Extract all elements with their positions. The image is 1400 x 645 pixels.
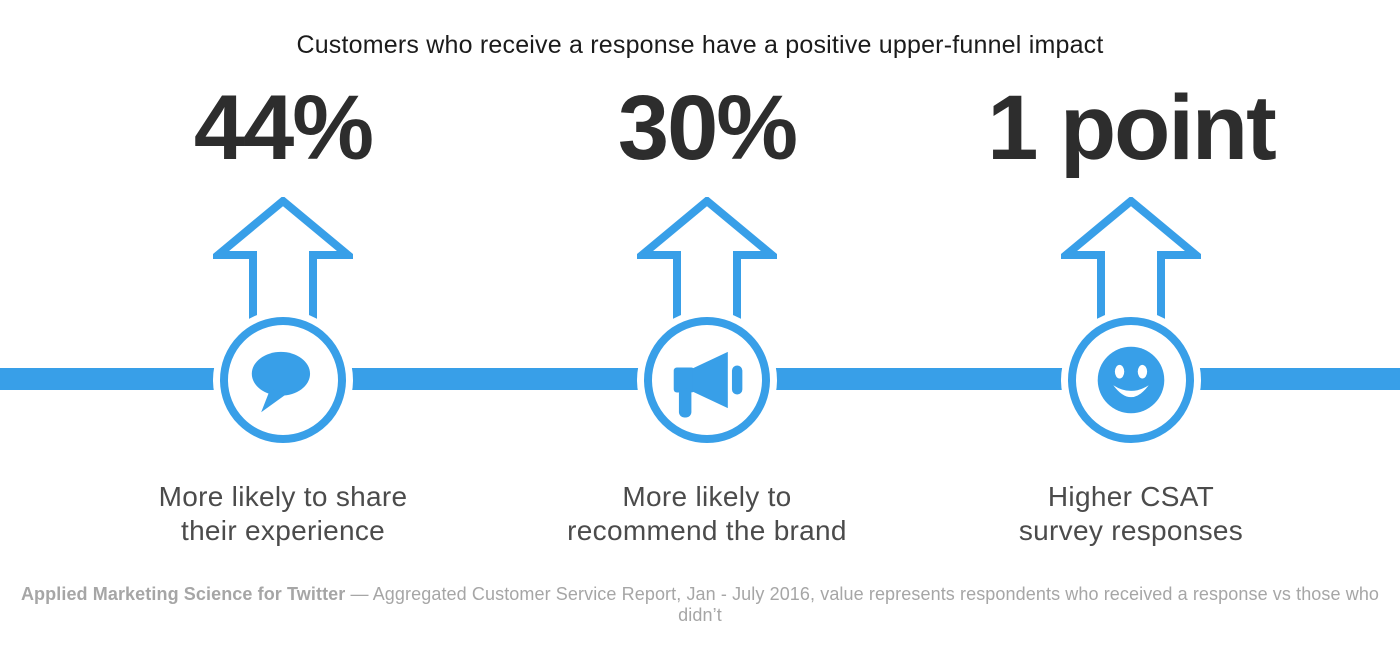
caption-line: recommend the brand (567, 515, 847, 546)
stat-value: 30% (617, 77, 798, 179)
stat-caption: More likely to share their experience (71, 480, 495, 548)
icon-circle (1068, 317, 1194, 443)
speech-bubble-icon (251, 351, 311, 413)
source-attribution: Applied Marketing Science for Twitter — … (0, 584, 1400, 626)
stat-value: 1 point (987, 77, 1277, 179)
source-text: Aggregated Customer Service Report, Jan … (372, 584, 1380, 625)
icon-circle (220, 317, 346, 443)
stat-column-csat: 1 point Higher CSAT survey responses (919, 0, 1343, 645)
up-arrow-icon (213, 197, 353, 319)
page-title: Customers who receive a response have a … (296, 31, 1104, 59)
up-arrow-icon (1061, 197, 1201, 319)
icon-circle (644, 317, 770, 443)
up-arrow-icon (637, 197, 777, 319)
caption-line: survey responses (1018, 515, 1244, 546)
stat-caption: Higher CSAT survey responses (919, 480, 1343, 548)
smiley-face-icon (1097, 346, 1165, 414)
stat-value: 44% (193, 77, 374, 179)
caption-line: More likely to share (158, 481, 408, 512)
caption-line: their experience (180, 515, 386, 546)
megaphone-icon (673, 351, 743, 418)
source-separator: — (350, 584, 369, 604)
source-name: Applied Marketing Science for Twitter (20, 584, 346, 604)
caption-line: Higher CSAT (1047, 481, 1215, 512)
stat-caption: More likely to recommend the brand (495, 480, 919, 548)
caption-line: More likely to (622, 481, 792, 512)
stat-column-share: 44% More likely to share their experienc… (71, 0, 495, 645)
stat-column-recommend: 30% More likely to recommend the brand (495, 0, 919, 645)
